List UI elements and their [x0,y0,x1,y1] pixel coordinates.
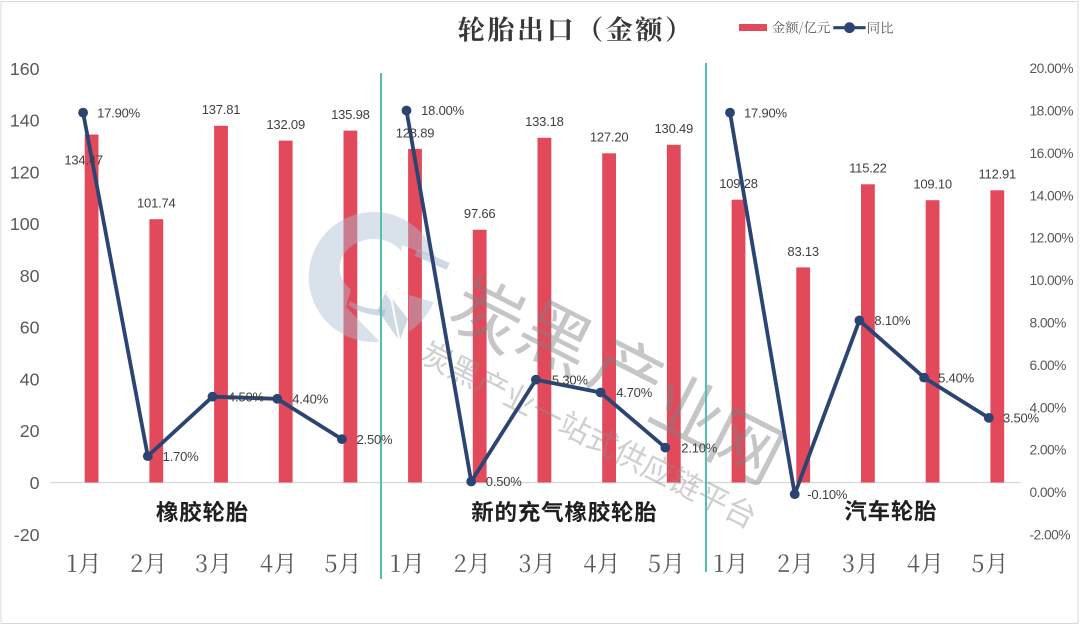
svg-text:-2.00%: -2.00% [1030,528,1071,543]
svg-text:5.40%: 5.40% [938,370,975,385]
svg-text:101.74: 101.74 [137,196,176,211]
svg-text:10.00%: 10.00% [1030,273,1074,288]
svg-text:18.00%: 18.00% [421,103,465,118]
svg-text:8.10%: 8.10% [874,313,911,328]
svg-text:4.50%: 4.50% [228,389,265,404]
svg-text:18.00%: 18.00% [1030,104,1074,119]
svg-text:2.50%: 2.50% [357,432,394,447]
svg-text:115.22: 115.22 [849,161,887,176]
svg-text:128.89: 128.89 [396,125,435,140]
svg-text:132.09: 132.09 [266,117,305,132]
svg-text:80: 80 [20,266,40,286]
svg-text:97.66: 97.66 [464,206,496,221]
svg-text:3.50%: 3.50% [1003,411,1040,426]
svg-text:112.91: 112.91 [978,167,1016,182]
svg-text:4.70%: 4.70% [616,385,653,400]
svg-text:6.00%: 6.00% [1030,358,1067,373]
svg-text:130.49: 130.49 [655,121,694,136]
svg-text:0.00%: 0.00% [1030,485,1067,500]
svg-text:16.00%: 16.00% [1030,146,1074,161]
svg-text:20.00%: 20.00% [1030,61,1074,76]
svg-text:17.90%: 17.90% [97,105,141,120]
svg-text:-20: -20 [14,525,40,545]
svg-text:12.00%: 12.00% [1030,231,1074,246]
svg-text:17.90%: 17.90% [744,105,788,120]
svg-text:109.28: 109.28 [719,176,758,191]
svg-text:83.13: 83.13 [787,244,819,259]
svg-text:120: 120 [10,162,40,182]
svg-text:133.18: 133.18 [525,114,564,129]
svg-text:8.00%: 8.00% [1030,316,1067,331]
svg-text:14.00%: 14.00% [1030,188,1074,203]
svg-text:109.10: 109.10 [913,177,952,192]
svg-text:100: 100 [10,214,40,234]
svg-text:0: 0 [30,473,40,493]
svg-text:140: 140 [10,111,40,131]
svg-text:-0.10%: -0.10% [807,487,848,502]
svg-text:40: 40 [20,369,40,389]
svg-text:4.40%: 4.40% [292,392,329,407]
svg-text:160: 160 [10,59,40,79]
svg-text:4.00%: 4.00% [1030,400,1067,415]
svg-text:2.00%: 2.00% [1030,443,1067,458]
svg-text:137.81: 137.81 [202,102,241,117]
svg-text:60: 60 [20,318,40,338]
svg-text:5.30%: 5.30% [552,372,589,387]
svg-text:134.47: 134.47 [64,152,103,167]
svg-text:2.10%: 2.10% [681,440,718,455]
svg-text:135.98: 135.98 [331,107,370,122]
svg-text:127.20: 127.20 [590,130,629,145]
svg-text:1.70%: 1.70% [163,449,200,464]
svg-text:20: 20 [20,421,40,441]
svg-text:0.50%: 0.50% [486,474,523,489]
